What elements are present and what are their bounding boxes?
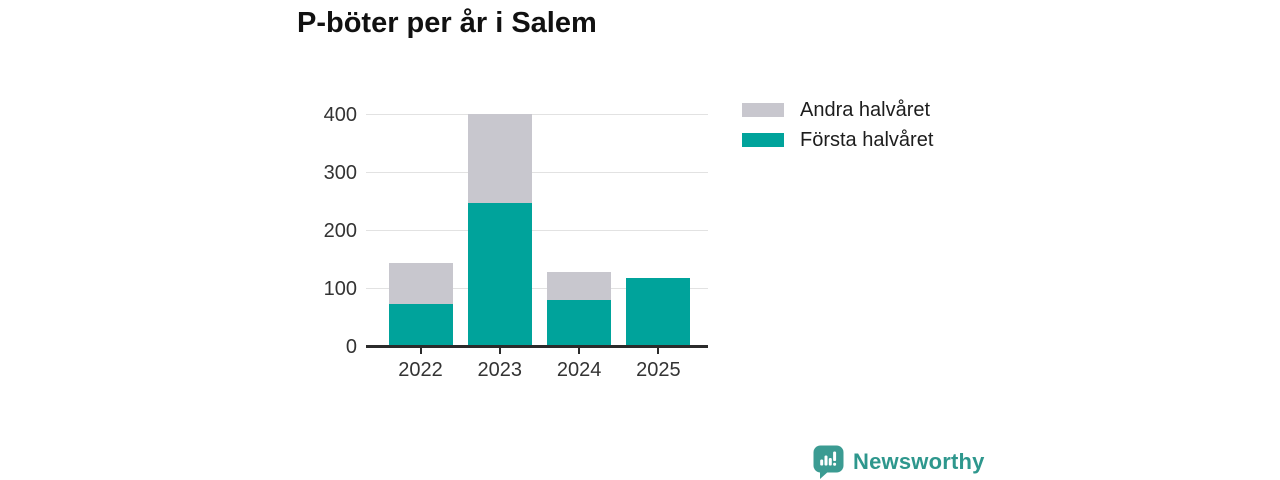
legend-swatch xyxy=(742,133,784,147)
bar-2023-första xyxy=(467,203,532,346)
x-axis-tick xyxy=(419,348,422,354)
x-axis-tick xyxy=(498,348,501,354)
legend-item: Första halvåret xyxy=(742,130,933,150)
gridline-y300 xyxy=(366,172,708,173)
bar-2024-första xyxy=(547,300,612,346)
bar-2023-andra xyxy=(467,113,532,204)
legend-label: Andra halvåret xyxy=(800,99,931,121)
gridline-y400 xyxy=(366,114,708,115)
y-tick-label: 300 xyxy=(323,161,357,184)
y-tick-label: 400 xyxy=(323,103,357,126)
gridline-y200 xyxy=(366,230,708,231)
legend: Andra halvåret Första halvåret xyxy=(742,100,933,150)
x-axis-tick xyxy=(657,348,660,354)
bar-2025-första xyxy=(626,277,691,346)
y-tick-label: 0 xyxy=(345,335,357,358)
chart-title: P-böter per år i Salem xyxy=(297,7,597,39)
gridline-y100 xyxy=(366,288,708,289)
y-tick-label: 100 xyxy=(323,277,357,300)
x-axis-tick xyxy=(578,348,581,354)
x-axis-line xyxy=(366,345,708,348)
bar-chart-speech-bubble-icon xyxy=(813,445,844,479)
newsworthy-brand: Newsworthy xyxy=(812,444,985,479)
legend-swatch xyxy=(742,103,784,117)
legend-item: Andra halvåret xyxy=(742,100,933,120)
x-tick-label: 2023 xyxy=(477,358,523,381)
bar-2022-andra xyxy=(388,263,453,304)
legend-label: Första halvåret xyxy=(800,129,934,151)
y-tick-label: 200 xyxy=(323,219,357,242)
x-tick-label: 2025 xyxy=(636,358,681,381)
newsworthy-logo-text: Newsworthy xyxy=(853,448,985,474)
x-tick-label: 2022 xyxy=(398,358,443,381)
x-tick-label: 2024 xyxy=(556,358,602,381)
bar-2024-andra xyxy=(547,271,612,301)
bar-2022-första xyxy=(388,303,453,346)
